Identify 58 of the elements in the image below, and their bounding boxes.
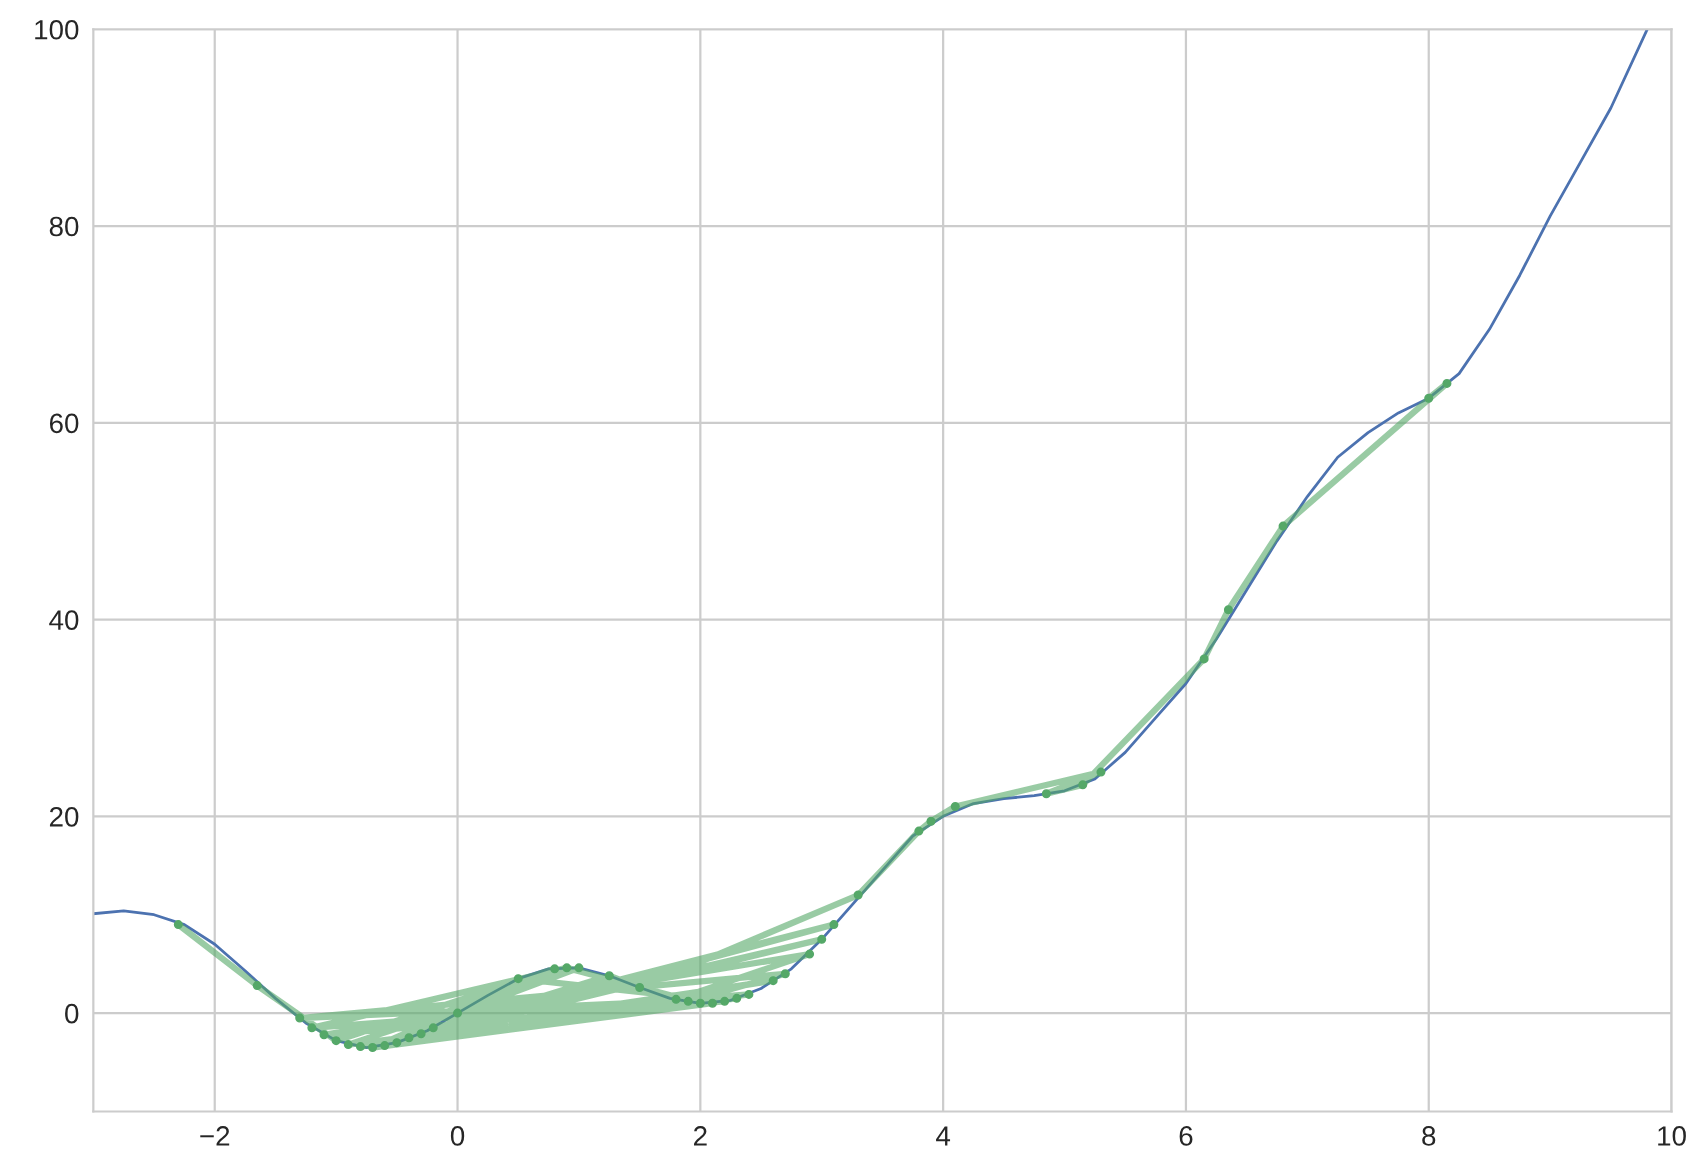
point [604,971,614,981]
point [1199,654,1209,664]
point [1442,378,1452,388]
point [1041,789,1051,799]
point [513,974,523,984]
y-tick-label: 60 [49,413,79,434]
point [1223,605,1233,615]
x-tick-label: 4 [936,1126,951,1146]
point [768,976,778,986]
point [635,983,645,993]
point [732,993,742,1003]
point [829,920,839,930]
point [707,998,717,1008]
point [1424,393,1434,403]
y-tick-label: 40 [49,610,79,630]
point [416,1029,426,1039]
point [295,1013,305,1023]
point [368,1043,378,1053]
point [1078,780,1088,790]
point [744,989,754,999]
y-tick-label: 0 [65,1003,79,1024]
point [926,816,936,826]
x-tick-label: 10 [1658,1126,1686,1146]
point [550,964,560,974]
point [392,1038,402,1048]
x-tick-label: 8 [1422,1126,1436,1146]
point [380,1041,390,1051]
point [950,802,960,812]
point [453,1008,463,1018]
point [562,963,572,973]
point [683,996,693,1006]
point [173,920,183,930]
point [853,890,863,900]
point [671,994,681,1004]
point [252,981,262,991]
x-tick-label: 2 [694,1126,707,1146]
point [307,1023,317,1033]
point [319,1030,329,1040]
y-tick-label: 20 [49,807,79,827]
point [780,969,790,979]
point [343,1040,353,1050]
x-tick-label: 0 [450,1126,465,1146]
point [404,1033,414,1043]
point [428,1023,438,1033]
point [574,963,584,973]
x-tick-label: 6 [1179,1126,1193,1146]
point [805,949,815,959]
point [1278,521,1288,531]
y-tick-label: 100 [35,19,79,40]
point [331,1036,341,1046]
point [695,998,705,1008]
y-tick-label: 80 [49,216,79,237]
point [720,996,730,1006]
point [817,934,827,944]
x-tick-label: −2 [200,1126,230,1146]
point [355,1042,365,1052]
point [1096,767,1106,777]
point [914,826,924,836]
